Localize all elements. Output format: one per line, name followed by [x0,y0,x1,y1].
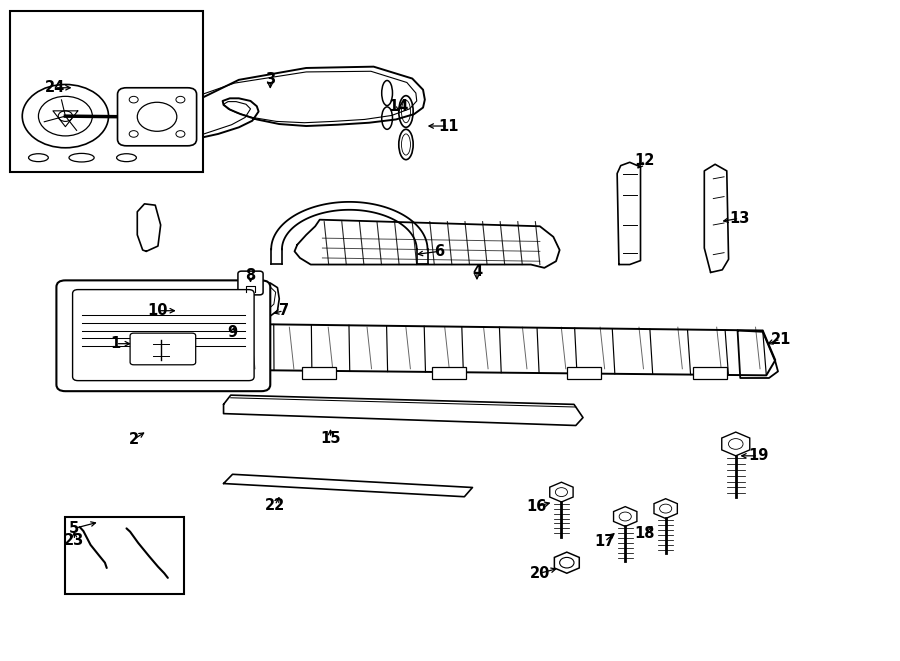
Text: 10: 10 [148,303,168,318]
Bar [567,367,601,379]
Text: 1: 1 [111,336,121,351]
Text: 13: 13 [729,211,750,226]
Text: 20: 20 [530,566,550,581]
Bar [10,11,202,173]
Text: 4: 4 [472,264,482,279]
Text: 16: 16 [526,499,546,514]
FancyBboxPatch shape [118,88,196,146]
Text: 18: 18 [634,526,655,541]
FancyBboxPatch shape [57,280,270,391]
Text: 9: 9 [228,325,238,340]
Text: 6: 6 [434,244,445,259]
Text: 5: 5 [69,521,79,536]
Text: 19: 19 [748,448,769,463]
Text: 17: 17 [594,534,615,549]
FancyBboxPatch shape [73,290,254,381]
Text: 12: 12 [634,153,655,168]
Bar [66,516,184,594]
Text: 7: 7 [279,303,289,318]
Bar [432,367,466,379]
FancyBboxPatch shape [238,271,263,295]
Text: 11: 11 [438,118,458,134]
Text: 21: 21 [770,332,791,346]
Text: 24: 24 [44,80,65,95]
Text: 22: 22 [265,498,285,513]
Text: 8: 8 [246,268,256,284]
Text: 3: 3 [266,72,275,87]
Text: 2: 2 [129,432,139,447]
Bar [302,367,336,379]
Text: 15: 15 [320,430,341,446]
Text: 23: 23 [64,533,85,548]
Text: 14: 14 [389,98,409,114]
Bar [693,367,727,379]
FancyBboxPatch shape [130,333,195,365]
